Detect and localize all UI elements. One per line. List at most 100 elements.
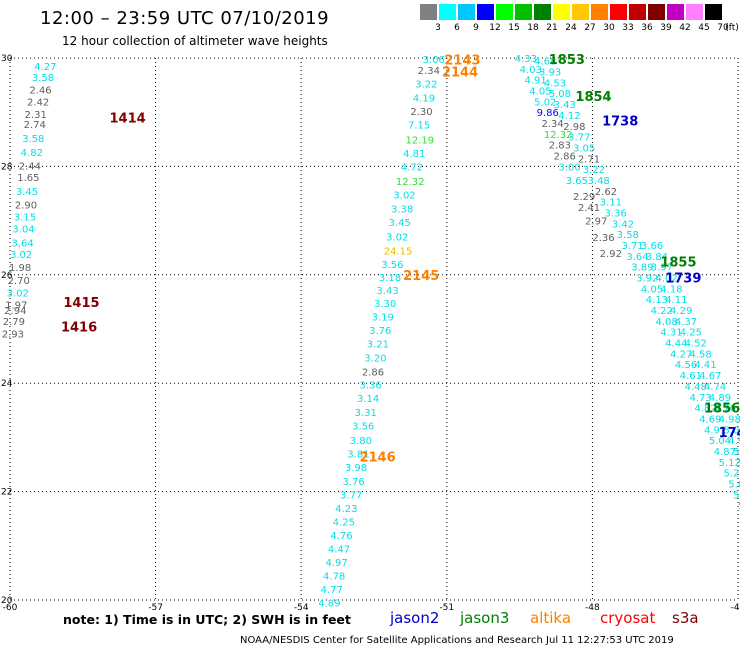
pass-label: 1856 [704, 402, 740, 417]
wave-height-label: 2.86 [554, 152, 576, 163]
wave-height-label: 3.02 [10, 250, 32, 261]
lat-tick-label: 22 [1, 488, 12, 498]
lon-tick-label: -54 [294, 603, 309, 613]
wave-height-label: 2.74 [24, 120, 46, 131]
wave-height-label: 4.87 [714, 447, 736, 458]
wave-height-label: 3.77 [340, 490, 362, 501]
wave-height-label: 4.58 [689, 349, 711, 360]
wave-height-label: 4.25 [680, 328, 702, 339]
legend-swatch [610, 4, 627, 20]
wave-height-label: 3.80 [350, 436, 372, 447]
wave-height-label: 3.43 [554, 100, 576, 111]
wave-height-label: 4.47 [328, 545, 350, 556]
pass-label: 1414 [109, 112, 145, 127]
wave-height-label: 2.44 [19, 161, 41, 172]
wave-height-label: 4.03 [520, 65, 542, 76]
legend-swatch [591, 4, 608, 20]
wave-height-label: 4.44 [665, 339, 687, 350]
legend-label: 42 [679, 23, 691, 33]
satellite-name-cryosat: cryosat [600, 609, 656, 627]
satellite-name-s3a: s3a [672, 609, 699, 627]
wave-height-label: 9.86 [537, 108, 559, 119]
lon-tick-label: -60 [3, 603, 18, 613]
pass-label: 1415 [63, 296, 99, 311]
wave-height-label: 4.37 [675, 317, 697, 328]
wave-height-label: 3.04 [12, 225, 34, 236]
wave-height-label: 3.76 [369, 326, 391, 337]
wave-height-label: 3.05 [573, 143, 595, 154]
wave-height-label: 5.16 [733, 447, 740, 458]
wave-height-label: 4.68 [534, 57, 556, 68]
wave-height-label: 4.27 [34, 62, 56, 73]
wave-height-label: 3.65 [566, 176, 588, 187]
legend-unit: (ft) [725, 23, 739, 33]
wave-height-label: 4.29 [670, 306, 692, 317]
wave-height-label: 4.53 [544, 78, 566, 89]
legend-label: 21 [546, 23, 558, 33]
wave-height-label: 3.06 [423, 55, 445, 66]
legend-label: 24 [565, 23, 577, 33]
pass-label: 2145 [403, 269, 439, 284]
wave-height-label: 4.12 [558, 111, 580, 122]
wave-height-label: 2.34 [541, 119, 563, 130]
wave-height-label: 2.46 [29, 85, 51, 96]
wave-height-label: 2.79 [3, 317, 25, 328]
lat-tick-label: 26 [1, 271, 13, 281]
wave-height-label: 1.65 [17, 173, 39, 184]
wave-height-label: 3.14 [357, 394, 379, 405]
wave-height-label: 4.41 [694, 360, 716, 371]
lon-tick-label: -45 [731, 603, 740, 613]
wave-height-label: 4.97 [325, 558, 347, 569]
wave-height-label: 3.18 [379, 273, 401, 284]
wave-height-label: 5.25 [723, 469, 740, 480]
wave-height-label: 4.22 [651, 306, 673, 317]
wave-height-label: 4.11 [665, 295, 687, 306]
wave-height-label: 24.15 [384, 246, 413, 257]
wave-height-label: 3.58 [22, 134, 44, 145]
wave-height-label: 2.70 [8, 276, 30, 287]
legend-swatch [534, 4, 551, 20]
wave-height-label: 4.76 [714, 404, 736, 415]
wave-height-values: 4.273.582.462.422.312.743.584.822.441.65… [2, 54, 740, 610]
legend-label: 45 [698, 23, 710, 33]
wave-height-label: 2.83 [549, 141, 571, 152]
pass-label: 2146 [359, 450, 395, 465]
legend-swatch [667, 4, 684, 20]
wave-height-label: 3.36 [359, 380, 381, 391]
wave-height-label: 4.52 [685, 339, 707, 350]
wave-height-label: 4.05 [529, 87, 551, 98]
wave-height-label: 3.58 [32, 73, 54, 84]
wave-height-label: 5.12 [719, 458, 740, 469]
legend-label: 30 [603, 23, 615, 33]
wave-height-label: 12.32 [544, 130, 573, 141]
wave-height-label: 3.64 [11, 238, 33, 249]
pass-label: 1853 [549, 53, 585, 68]
wave-height-label: 3.00 [558, 162, 580, 173]
wave-height-label: 4.05 [641, 284, 663, 295]
wave-height-label: 4.02 [655, 274, 677, 285]
map-title: 12:00 – 23:59 UTC 07/10/2019 [40, 8, 330, 29]
legend-swatch [439, 4, 456, 20]
wave-height-label: 4.72 [401, 162, 423, 173]
legend-label: 15 [508, 23, 520, 33]
wave-height-label: 4.67 [699, 371, 721, 382]
wave-height-label: 5.08 [549, 89, 571, 100]
wave-height-label: 7.15 [408, 121, 430, 132]
axis-tick-labels: -60 -57 -54 -51 -48 -45 30 28 26 24 22 20 [1, 54, 740, 613]
legend-swatch [629, 4, 646, 20]
wave-height-label: 5.28 [738, 458, 740, 469]
wave-height-label: 3.56 [381, 260, 403, 271]
wave-height-label: 5.31 [733, 490, 740, 501]
wave-height-label: 3.84 [646, 252, 668, 263]
wave-height-label: 3.38 [391, 205, 413, 216]
wave-height-label: 3.20 [364, 354, 386, 365]
wave-height-label: 2.31 [25, 110, 47, 121]
wave-height-label: 5.44 [738, 501, 740, 512]
pass-label: 1416 [61, 320, 97, 335]
wave-height-label: 3.64 [626, 252, 648, 263]
wave-height-label: 2.36 [592, 233, 614, 244]
wave-height-label: 2.34 [418, 66, 440, 77]
legend-label: 6 [454, 23, 460, 33]
